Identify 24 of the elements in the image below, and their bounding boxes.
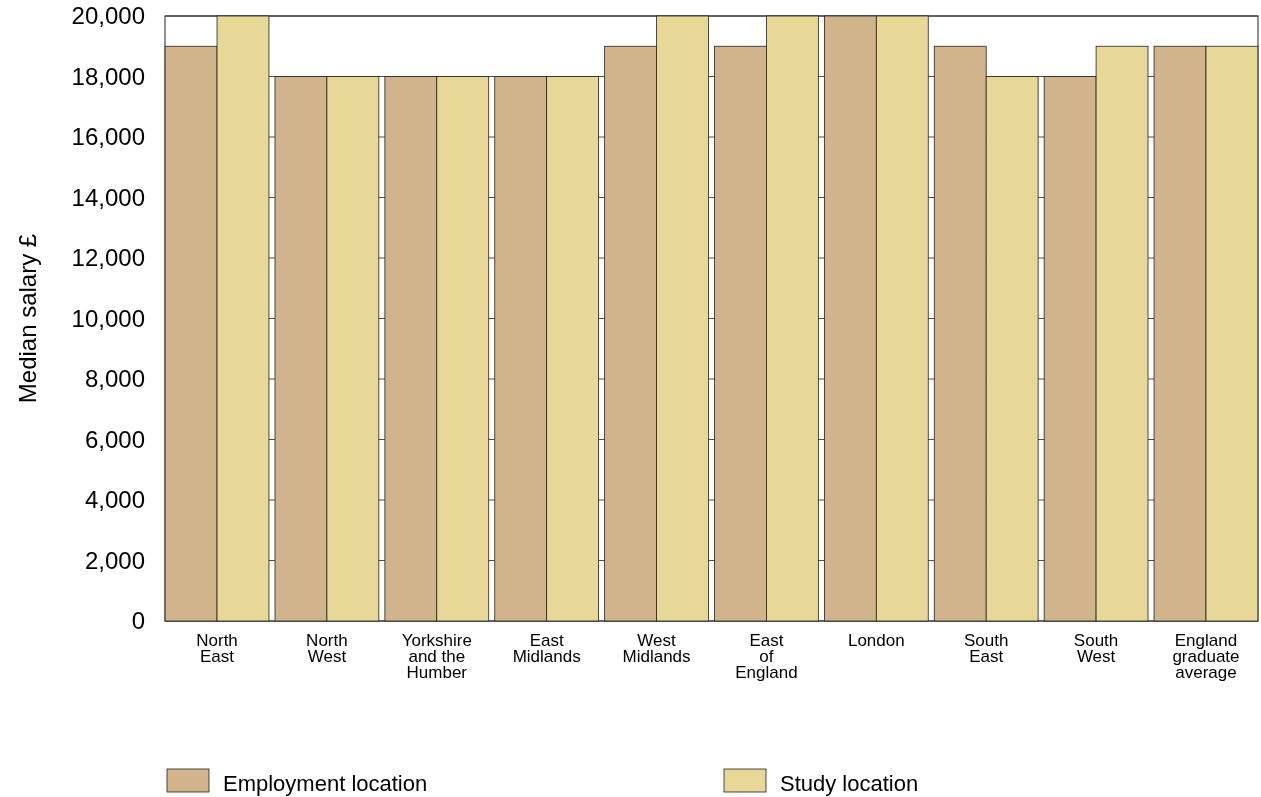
x-tick-label: West Midlands (622, 631, 691, 666)
x-tick-label: South West (1073, 631, 1119, 666)
y-tick-label: 16,000 (71, 123, 145, 151)
x-tick-label: South East (963, 631, 1009, 666)
x-tick-label: Yorkshire and the Humber (401, 631, 472, 682)
y-tick-label: 20,000 (71, 2, 145, 30)
x-tick-label: East of England (735, 631, 798, 682)
y-tick-label: 2,000 (84, 546, 145, 574)
legend-label: Employment location (223, 771, 428, 796)
x-tick-label: North East (196, 631, 238, 666)
y-tick-label: 4,000 (84, 486, 145, 514)
y-tick-label: 18,000 (71, 62, 145, 90)
y-tick-label: 14,000 (71, 183, 145, 211)
y-tick-label: 8,000 (84, 365, 145, 393)
x-tick-label: North West (306, 631, 348, 666)
y-axis-title: Median salary £ (14, 233, 41, 404)
x-tick-label: London (847, 631, 905, 650)
y-tick-label: 0 (131, 607, 145, 635)
x-tick-label: England graduate average (1172, 631, 1240, 682)
legend-label: Study location (780, 771, 919, 796)
x-tick-label: East Midlands (512, 631, 581, 666)
y-tick-label: 12,000 (71, 244, 145, 272)
y-tick-label: 10,000 (71, 304, 145, 332)
y-tick-label: 6,000 (84, 425, 145, 453)
